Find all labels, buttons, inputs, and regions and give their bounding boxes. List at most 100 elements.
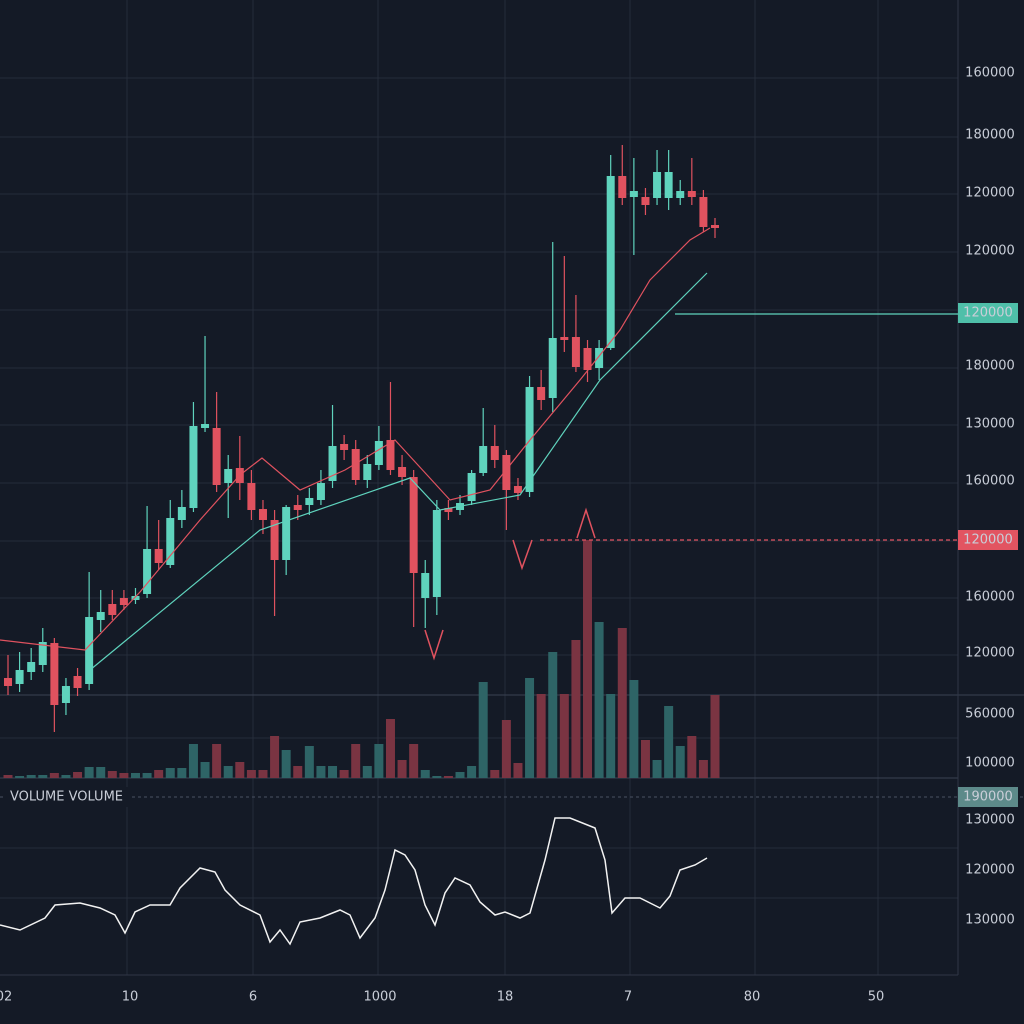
price-tag (958, 303, 1018, 323)
price-tag-label: 120000 (963, 306, 1013, 321)
price-label: 130000 (965, 417, 1015, 432)
candle-body (247, 483, 256, 510)
moving-average (0, 227, 711, 651)
candle-body (432, 510, 441, 597)
volume-bar (397, 760, 407, 778)
volume-bar (432, 776, 442, 778)
candle-body (131, 596, 140, 600)
candle-body (386, 440, 395, 470)
time-label: 02 (0, 990, 12, 1005)
volume-bar (548, 652, 558, 778)
candle-body (15, 670, 24, 684)
candle-body (38, 642, 47, 665)
volume-bar (154, 770, 164, 778)
candle-body (374, 441, 383, 465)
volume-bar (270, 736, 280, 778)
candle-body (177, 507, 186, 520)
candle-body (537, 387, 546, 400)
volume-bar (246, 770, 256, 778)
candle-body (4, 678, 12, 686)
volume-bar (61, 775, 71, 778)
candle-body (629, 191, 638, 197)
volume-label: 560000 (965, 707, 1015, 722)
candle-body (525, 387, 534, 492)
price-label: 160000 (965, 590, 1015, 605)
time-label: 80 (744, 990, 761, 1005)
volume-bar (362, 766, 372, 778)
volume-bar (316, 766, 326, 778)
volume-bar (258, 770, 268, 778)
volume-bar (385, 719, 395, 778)
axis-labels: 160000 180000 120000 120000 180000 130000 1600… (0, 66, 1018, 1005)
oscillator-line (0, 817, 708, 946)
volume-bar (409, 744, 419, 778)
candle-body (398, 467, 407, 477)
volume-bar (513, 763, 523, 778)
candle-body (224, 469, 233, 483)
time-label: 50 (868, 990, 885, 1005)
candle-body (421, 573, 430, 598)
volume-bar (328, 766, 338, 778)
candle-body (363, 464, 372, 480)
candle-body (699, 197, 708, 227)
candle-body (258, 509, 267, 520)
candle-body (282, 507, 291, 560)
candle-body (85, 617, 94, 684)
signal-arrow (576, 507, 596, 539)
candle-body (293, 505, 302, 510)
candle-body (571, 337, 580, 367)
candle-body (96, 612, 105, 620)
trend-line (89, 272, 708, 671)
candle-body (119, 598, 128, 605)
candle-body (606, 176, 615, 348)
volume-bar (525, 678, 535, 778)
candle-body (316, 483, 325, 500)
volume-bar (687, 736, 697, 778)
candle-body (444, 508, 453, 512)
price-tag-label: 120000 (963, 533, 1013, 548)
oscillator-label: 120000 (965, 863, 1015, 878)
volume-bar (571, 640, 581, 778)
candle-body (583, 348, 592, 370)
candle-body (154, 549, 163, 563)
candle-body (201, 424, 210, 428)
volume-bar (490, 770, 500, 778)
volume-bar (235, 762, 245, 778)
candle-body (711, 225, 719, 228)
price-label: 120000 (965, 186, 1015, 201)
candle-body (653, 172, 662, 198)
time-label: 1000 (363, 990, 396, 1005)
candle-body (351, 449, 360, 480)
candle-body (73, 676, 82, 688)
volume-bar (583, 540, 593, 778)
volume-bar (501, 720, 511, 778)
volume-bar (73, 772, 83, 778)
volume-bar (304, 746, 314, 778)
candle-body (270, 520, 279, 560)
candle-body (27, 662, 36, 672)
oscillator-label: 130000 (965, 813, 1015, 828)
volume-bar (455, 772, 465, 778)
candle-body (166, 518, 175, 565)
volume-bar (339, 770, 349, 778)
candle-body (305, 498, 314, 505)
indicator-tag-label: 190000 (963, 790, 1013, 805)
volume-bar (559, 694, 569, 778)
indicator-label: VOLUME VOLUME (10, 790, 123, 805)
volume-bar (38, 775, 48, 778)
volume-bar (420, 770, 430, 778)
candle-body (676, 191, 685, 198)
volume-bar (664, 706, 674, 778)
grid (0, 0, 1024, 976)
volume-bar (536, 694, 546, 778)
price-label: 120000 (965, 244, 1015, 259)
price-label: 180000 (965, 128, 1015, 143)
volume-bar (165, 768, 175, 778)
candle-body (560, 337, 569, 340)
volume-bar (467, 766, 477, 778)
price-pane (0, 145, 958, 946)
candle-body (50, 643, 59, 705)
price-tag (958, 530, 1018, 550)
volume-bar (49, 773, 59, 778)
